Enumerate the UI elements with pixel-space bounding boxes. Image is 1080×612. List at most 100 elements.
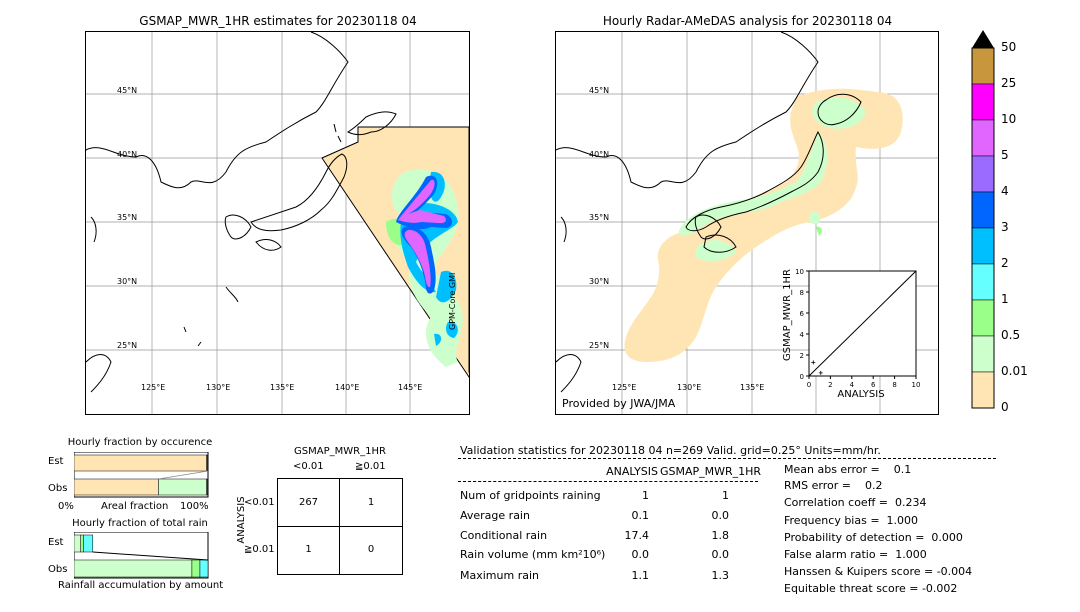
inset-ytick-label: 6 <box>800 310 805 318</box>
right-map-title: Hourly Radar-AMeDAS analysis for 2023011… <box>602 14 893 28</box>
inset-ytick-label: 0 <box>800 373 804 381</box>
val-score: Probability of detection = 0.000 <box>784 531 963 544</box>
stacked-bar-segment <box>206 478 209 496</box>
val-row-analysis: 1.1 <box>631 569 650 582</box>
occ-title: Hourly fraction by occurence <box>67 437 213 448</box>
colorbar-block <box>971 371 995 409</box>
cont-col-1: ≧0.01 <box>355 461 386 472</box>
left-map: 45°N 40°N 35°N 30°N 25°N 125°E 130°E 135… <box>85 31 470 415</box>
occ-est-label: Est <box>48 456 64 467</box>
right-lat-45: 45°N <box>589 86 610 95</box>
stacked-bar-segment <box>74 454 207 472</box>
tot-chart <box>74 532 209 579</box>
val-header: Validation statistics for 20230118 04 n=… <box>460 444 881 457</box>
right-map: 45°N 40°N 35°N 30°N 25°N 125°E 130°E 135… <box>555 31 939 415</box>
inset-point <box>807 374 811 378</box>
val-score: Equitable threat score = -0.002 <box>784 582 958 595</box>
cont-cell-00: 267 <box>298 497 319 508</box>
left-lon-145: 145°E <box>398 383 423 392</box>
left-lat-25: 25°N <box>117 341 138 350</box>
left-lon-140: 140°E <box>335 383 360 392</box>
inset-xtick-label: 0 <box>807 381 811 389</box>
colorbar-block <box>971 47 995 85</box>
cont-title: GSMAP_MWR_1HR <box>294 446 386 457</box>
colorbar-label: 0 <box>1001 400 1009 414</box>
right-lon-135: 135°E <box>740 383 765 392</box>
left-lon-125: 125°E <box>141 383 166 392</box>
inset-xtick-label: 4 <box>850 381 855 389</box>
val-divider-cols <box>458 481 758 482</box>
tot-obs-label: Obs <box>48 564 68 575</box>
tot-title: Hourly fraction of total rain <box>72 518 208 529</box>
right-lat-35: 35°N <box>589 213 610 222</box>
val-row-label: Rain volume (mm km²10⁶) <box>460 548 606 561</box>
tot-xlabel: Rainfall accumulation by amount <box>58 580 224 591</box>
val-row-label: Maximum rain <box>460 569 539 582</box>
colorbar-label: 50 <box>1001 40 1017 54</box>
val-row-gsmap: 1.3 <box>711 569 730 582</box>
colorbar-block <box>971 83 995 121</box>
colorbar-block <box>971 299 995 337</box>
val-row-label: Conditional rain <box>460 529 548 542</box>
val-col-gsmap: GSMAP_MWR_1HR <box>660 465 762 478</box>
stacked-bar-segment <box>74 559 193 578</box>
right-lon-130: 130°E <box>677 383 702 392</box>
right-lat-30: 30°N <box>589 277 610 286</box>
val-row-gsmap: 0.0 <box>711 509 730 522</box>
cont-cell-10: 1 <box>305 544 312 555</box>
left-map-title: GSMAP_MWR_1HR estimates for 20230118 04 <box>139 14 417 28</box>
left-rain-heavy <box>396 175 452 294</box>
colorbar-block <box>971 191 995 229</box>
colorbar-block <box>971 263 995 301</box>
stacked-bar-segment <box>74 534 81 553</box>
inset-ylabel: GSMAP_MWR_1HR <box>782 269 793 361</box>
stacked-bar-segment <box>206 454 209 472</box>
val-col-analysis: ANALYSIS <box>606 465 658 478</box>
right-lat-25: 25°N <box>589 341 610 350</box>
val-row-label: Num of gridpoints raining <box>460 489 601 502</box>
colorbar-label: 2 <box>1001 256 1009 270</box>
colorbar-label: 4 <box>1001 184 1009 198</box>
right-analysis-area <box>624 88 903 362</box>
colorbar-block <box>971 155 995 193</box>
colorbar-label: 5 <box>1001 148 1009 162</box>
occ-bars <box>74 454 209 496</box>
left-map-canvas <box>86 32 469 414</box>
left-lat-35: 35°N <box>117 213 138 222</box>
val-score: Hanssen & Kuipers score = -0.004 <box>784 565 973 578</box>
occ-chart <box>74 452 209 498</box>
val-row-gsmap: 1 <box>722 489 729 502</box>
inset-point <box>811 360 816 365</box>
colorbar-label: 10 <box>1001 112 1017 126</box>
cont-row-1: ≧0.01 <box>244 544 275 555</box>
val-score: Mean abs error = 0.1 <box>784 463 912 476</box>
inset-ticks: 0 2 4 6 8 10 0 2 4 6 8 10 <box>795 268 920 389</box>
cont-table: 267 1 1 0 <box>277 478 403 575</box>
val-row-analysis: 0.0 <box>631 548 650 561</box>
inset-xtick-label: 2 <box>828 381 832 389</box>
stacked-bar-segment <box>191 559 201 578</box>
stacked-bar-segment <box>199 559 209 578</box>
tot-est-label: Est <box>48 537 64 548</box>
left-lat-40: 40°N <box>117 150 138 159</box>
colorbar-blocks <box>971 47 995 409</box>
inset-xtick-label: 10 <box>912 381 921 389</box>
colorbar-label: 1 <box>1001 292 1009 306</box>
val-row-label: Average rain <box>460 509 530 522</box>
colorbar <box>971 30 995 409</box>
left-coastline <box>86 32 397 393</box>
cont-hline <box>278 526 402 527</box>
val-score: Frequency bias = 1.000 <box>784 514 919 527</box>
occ-obs-label: Obs <box>48 483 68 494</box>
stacked-bar-segment <box>80 534 84 553</box>
val-score: False alarm ratio = 1.000 <box>784 548 927 561</box>
val-divider-top <box>458 458 996 459</box>
tot-connector <box>92 551 209 561</box>
colorbar-frame <box>971 47 995 409</box>
inset-ytick-label: 10 <box>795 268 804 276</box>
right-lon-125: 125°E <box>612 383 637 392</box>
val-score: RMS error = 0.2 <box>784 479 883 492</box>
colorbar-label: 25 <box>1001 76 1017 90</box>
val-row-analysis: 17.4 <box>624 529 650 542</box>
cont-col-0: <0.01 <box>293 461 324 472</box>
